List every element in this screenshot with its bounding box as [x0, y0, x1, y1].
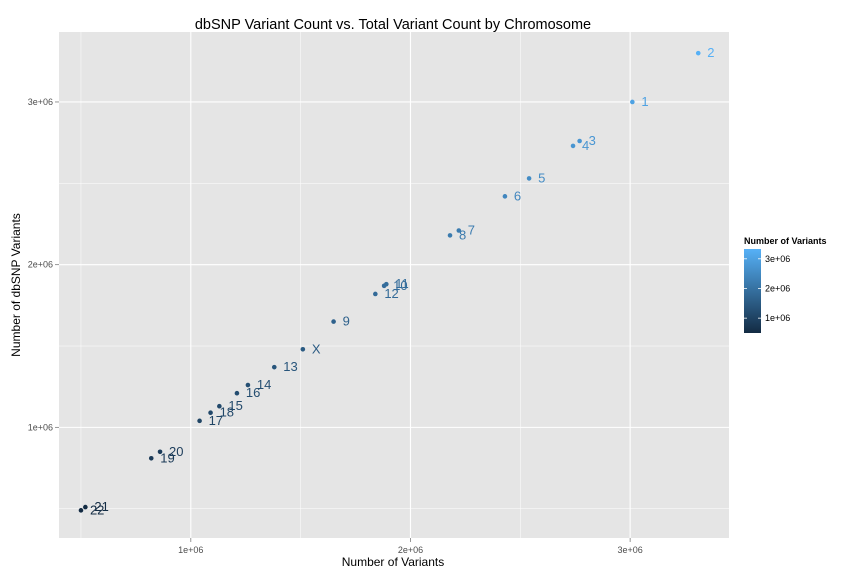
data-label-chr-1: 1 [641, 94, 648, 109]
data-points [78, 50, 701, 513]
data-label-chr-13: 13 [283, 359, 297, 374]
data-label-chr-6: 6 [514, 188, 521, 203]
data-point-chr-17 [197, 418, 202, 424]
legend-title: Number of Variants [744, 236, 827, 246]
y-axis-ticks: 1e+06 2e+06 3e+06 [28, 97, 59, 432]
data-label-chr-2: 2 [707, 45, 714, 60]
plot-panel [59, 32, 729, 538]
x-tick-label: 2e+06 [398, 545, 423, 555]
data-point-chr-18 [208, 410, 213, 416]
data-point-chr-20 [157, 449, 163, 455]
x-tick-label: 3e+06 [618, 545, 643, 555]
data-label-chr-18: 18 [220, 405, 234, 420]
data-point-chr-15 [217, 403, 222, 409]
data-label-chr-20: 20 [169, 444, 183, 459]
data-point-chr-3 [577, 138, 582, 144]
data-label-chr-16: 16 [246, 385, 260, 400]
data-label-chr-22: 22 [90, 502, 104, 517]
data-label-chr-5: 5 [538, 170, 545, 185]
data-point-chr-22 [78, 508, 84, 513]
data-label-chr-17: 17 [209, 413, 223, 428]
data-point-chr-1 [630, 99, 635, 105]
data-point-chr-19 [148, 455, 154, 461]
color-legend: Number of Variants 1e+06 2e+06 3e+06 [744, 236, 827, 333]
x-axis-title: Number of Variants [342, 555, 445, 569]
data-label-chr-7: 7 [468, 222, 475, 237]
y-tick-label: 2e+06 [28, 260, 53, 270]
gridlines [59, 32, 729, 538]
data-label-chr-4: 4 [582, 138, 589, 153]
x-axis-ticks: 1e+06 2e+06 3e+06 [178, 538, 643, 555]
legend-tick-label: 2e+06 [765, 283, 790, 293]
data-label-chr-21: 21 [94, 499, 108, 514]
data-point-chr-11 [384, 281, 389, 287]
data-point-chr-6 [502, 194, 508, 199]
data-point-chr-8 [447, 233, 453, 238]
data-point-chr-9 [331, 319, 336, 324]
legend-ticks: 1e+06 2e+06 3e+06 [744, 254, 790, 323]
y-tick-label: 1e+06 [28, 422, 53, 432]
data-label-chr-3: 3 [589, 133, 596, 148]
chart-title: dbSNP Variant Count vs. Total Variant Co… [195, 17, 591, 33]
data-label-chr-14: 14 [257, 377, 271, 392]
data-point-chr-4 [570, 143, 576, 149]
legend-tick-label: 1e+06 [765, 313, 790, 323]
data-label-chr-19: 19 [160, 450, 174, 465]
data-point-chr-13 [271, 364, 277, 370]
data-point-chr-5 [526, 176, 532, 181]
data-label-chr-9: 9 [343, 314, 350, 329]
data-point-chr-7 [456, 228, 462, 233]
data-label-chr-x: X [312, 341, 321, 356]
data-point-chr-x [300, 346, 306, 352]
data-point-chr-14 [245, 382, 251, 388]
data-point-chr-21 [83, 504, 88, 510]
data-label-chr-8: 8 [459, 227, 466, 242]
legend-tick-label: 3e+06 [765, 254, 790, 264]
data-label-chr-15: 15 [228, 398, 242, 413]
data-point-chr-16 [234, 390, 240, 396]
y-axis-title: Number of dbSNP Variants [9, 213, 23, 357]
data-label-chr-12: 12 [384, 286, 398, 301]
legend-colorbar [744, 249, 761, 333]
data-point-chr-2 [695, 50, 701, 56]
data-label-chr-10: 10 [393, 278, 407, 293]
y-tick-label: 3e+06 [28, 97, 53, 107]
data-point-chr-12 [373, 291, 378, 297]
x-tick-label: 1e+06 [178, 545, 203, 555]
data-label-chr-11: 11 [395, 276, 409, 291]
